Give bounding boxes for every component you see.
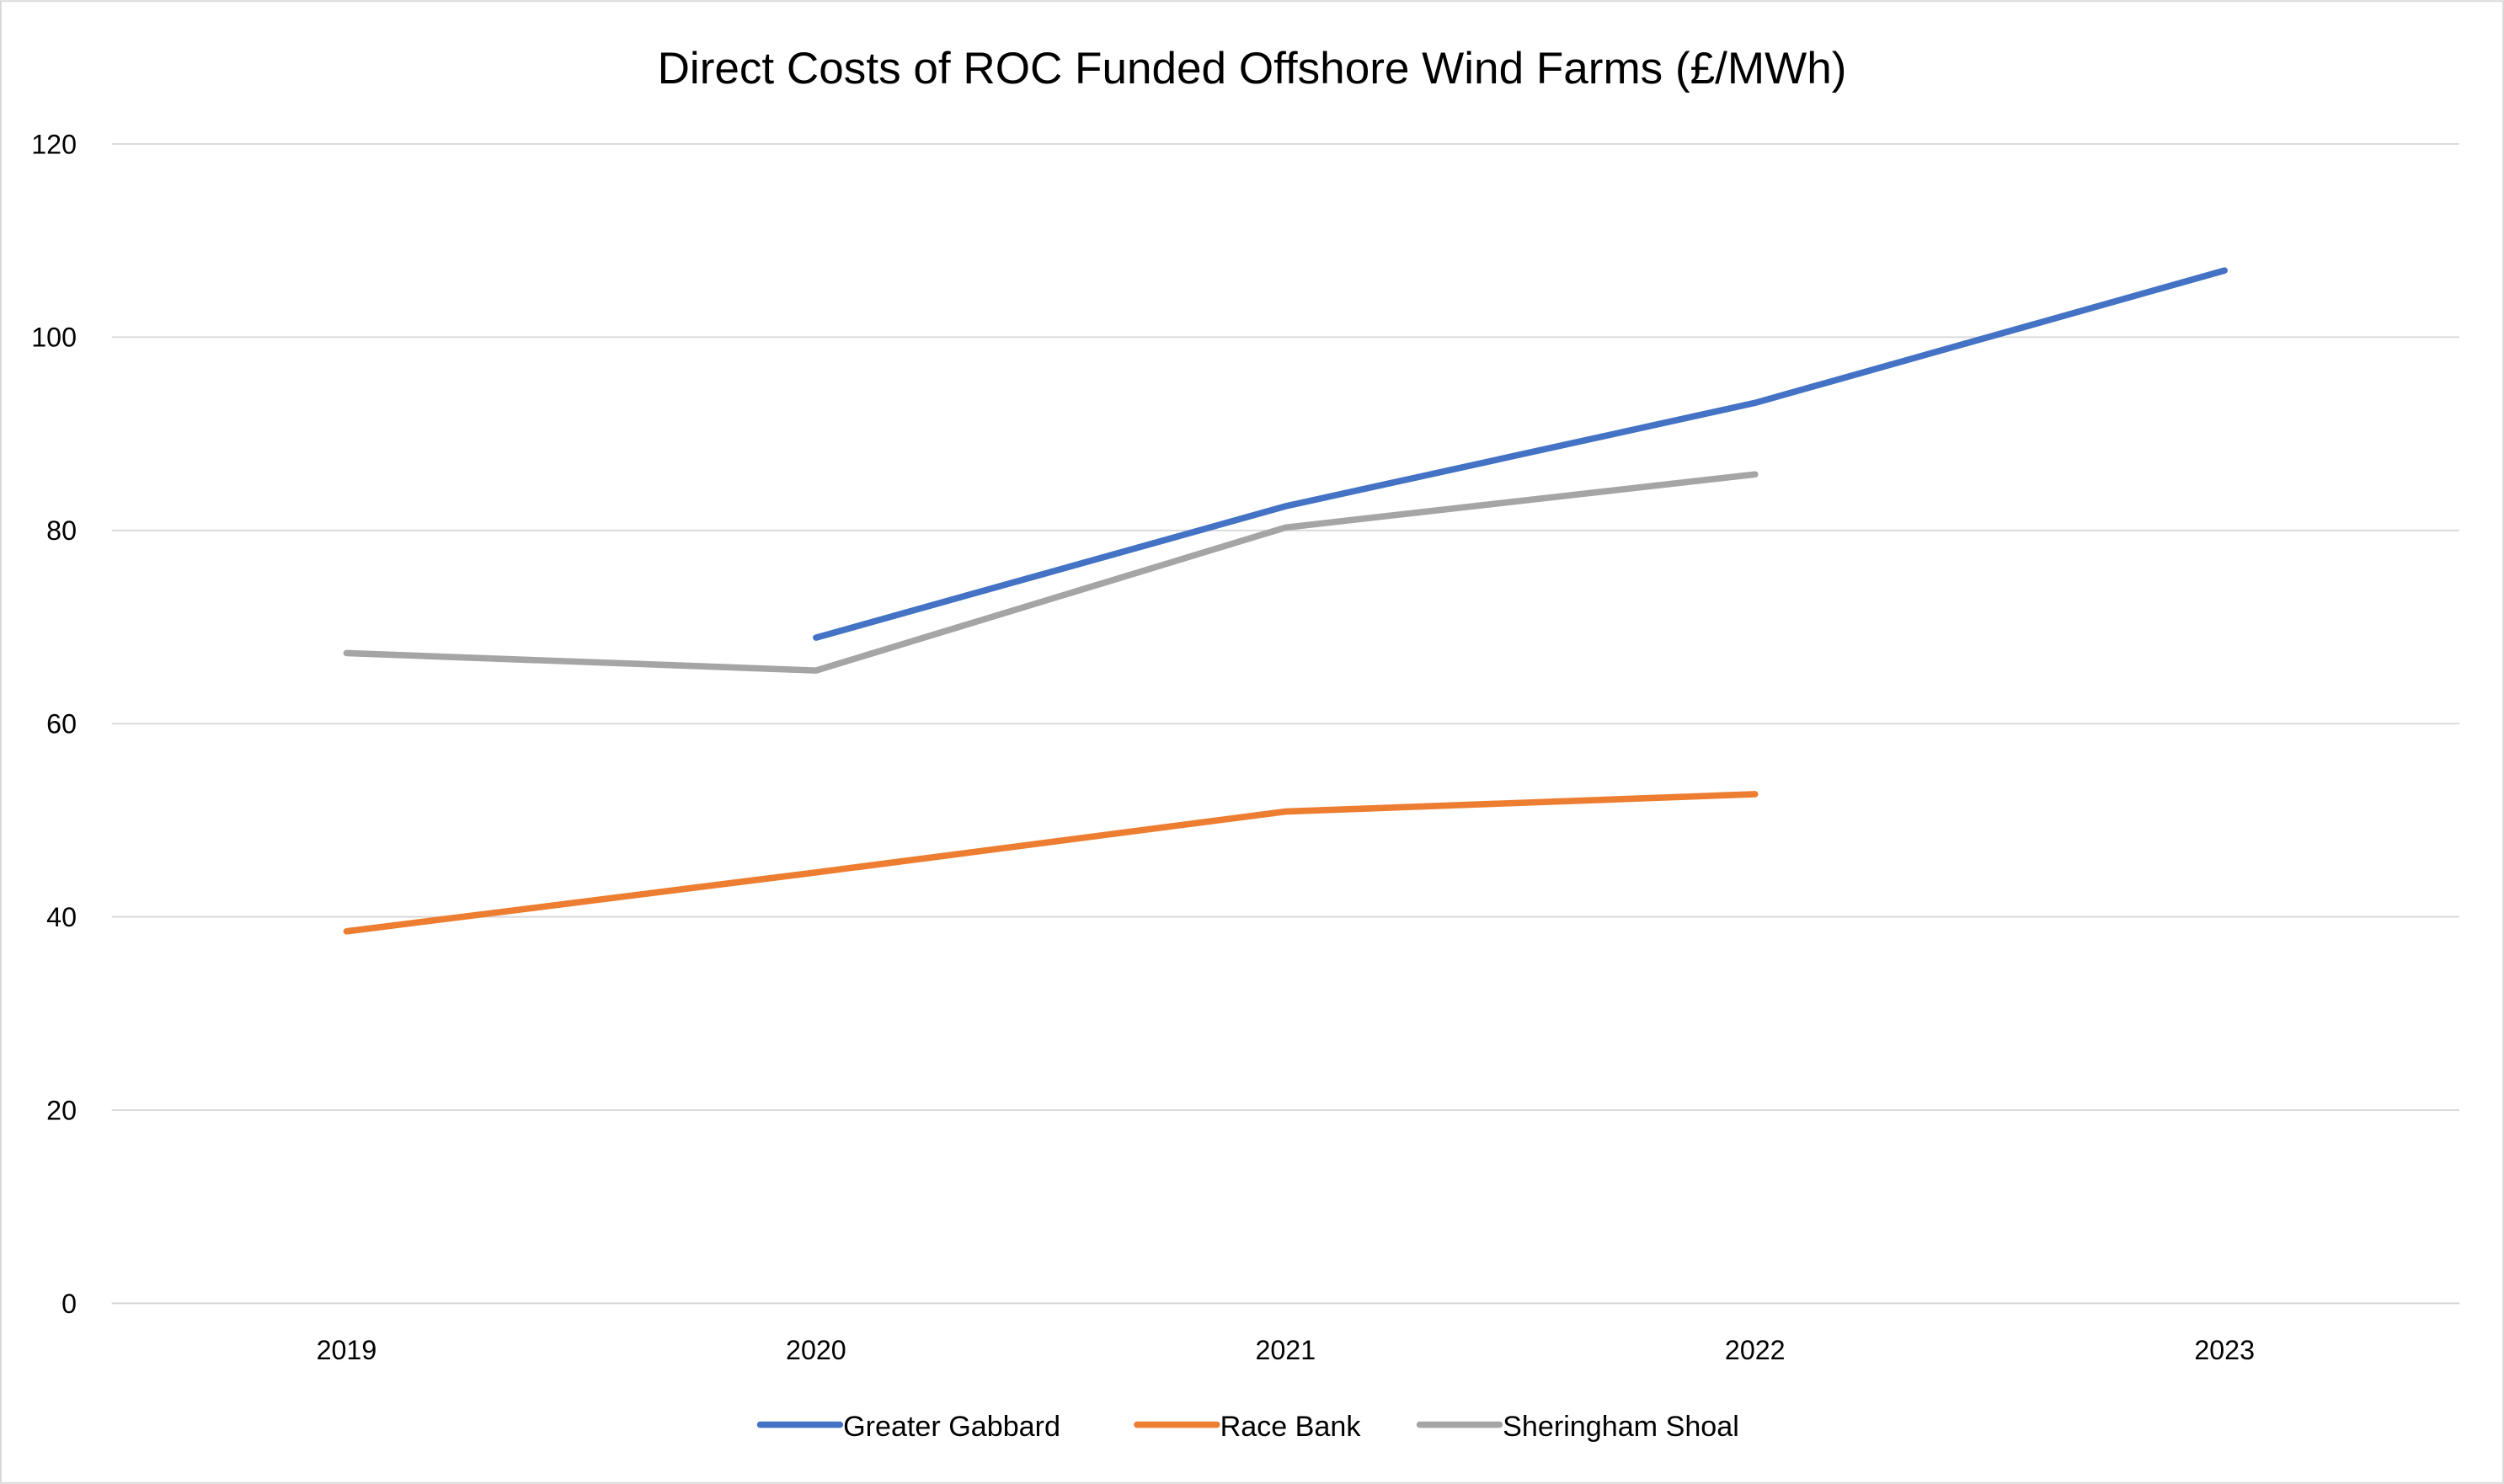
series-line-greater-gabbard: [813, 267, 2228, 641]
series-lines: [343, 267, 2228, 935]
x-tick-label: 2021: [1255, 1335, 1316, 1365]
y-tick-label: 0: [61, 1289, 77, 1319]
y-tick-label: 80: [46, 515, 77, 546]
x-axis-ticks: 2019 2020 2021 2022 2023: [317, 1335, 2255, 1365]
x-tick-label: 2022: [1725, 1335, 1786, 1365]
chart-title: Direct Costs of ROC Funded Offshore Wind…: [658, 44, 1847, 93]
y-axis-ticks: 0 20 40 60 80 100 120: [31, 129, 77, 1319]
legend-item: Race Bank: [1134, 1411, 1362, 1443]
legend-item: Sheringham Shoal: [1416, 1411, 1739, 1443]
legend-label: Race Bank: [1220, 1411, 1362, 1443]
x-tick-label: 2020: [786, 1335, 846, 1365]
legend-label: Greater Gabbard: [843, 1411, 1060, 1443]
y-tick-label: 100: [31, 323, 77, 353]
y-tick-label: 120: [31, 129, 77, 159]
series-line-race-bank: [343, 791, 1759, 935]
legend-item: Greater Gabbard: [756, 1411, 1060, 1443]
series-line-sheringham-shoal: [343, 471, 1759, 674]
y-tick-label: 60: [46, 709, 77, 739]
x-tick-label: 2023: [2194, 1335, 2255, 1365]
x-tick-label: 2019: [317, 1335, 377, 1365]
legend-label: Sheringham Shoal: [1503, 1411, 1739, 1443]
y-tick-label: 20: [46, 1095, 77, 1125]
legend: Greater Gabbard Race Bank Sheringham Shoal: [756, 1411, 1739, 1443]
y-tick-label: 40: [46, 902, 77, 932]
